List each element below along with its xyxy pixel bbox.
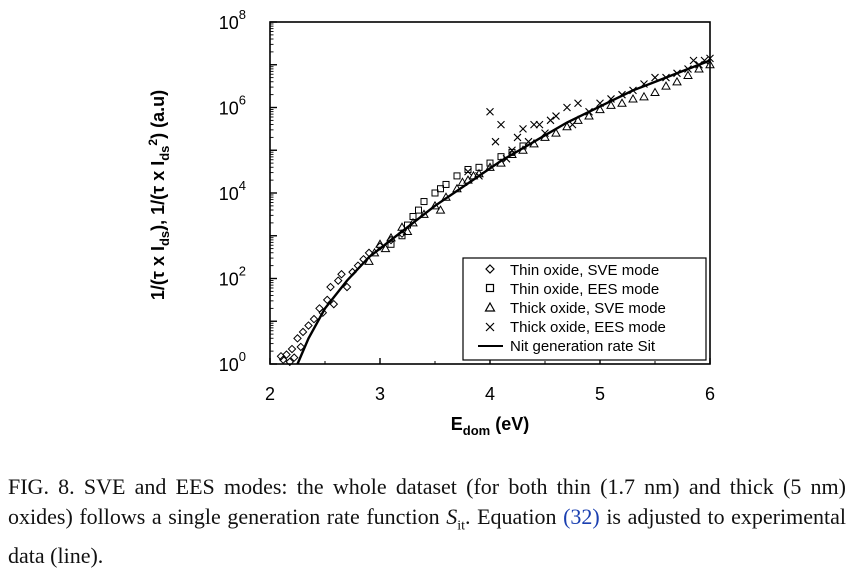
legend-marker-cross <box>485 322 495 332</box>
y-tick-label: 104 <box>219 178 246 204</box>
legend-label-fit: Nit generation rate Sit <box>510 338 656 355</box>
y-axis-label: 1/(τ x Ids), 1/(τ x Ids2) (a.u) <box>146 90 172 300</box>
data-point-diamond <box>304 321 313 330</box>
legend-marker-triangle <box>484 301 496 312</box>
data-point-cross <box>486 107 494 116</box>
equation-link[interactable]: (32) <box>563 504 600 529</box>
y-axis: 100 102 104 106 108 <box>219 7 277 375</box>
data-point-triangle <box>628 93 638 103</box>
data-point-cross <box>689 56 698 65</box>
x-tick-label: 2 <box>265 384 275 404</box>
data-point-triangle <box>650 87 660 97</box>
legend-box <box>462 257 707 361</box>
data-point-diamond <box>322 295 332 305</box>
data-point-cross <box>552 112 560 120</box>
data-point-triangle <box>435 205 446 214</box>
data-point-triangle <box>606 100 616 109</box>
data-point-square <box>431 189 439 197</box>
data-point-square <box>442 180 450 188</box>
legend-label-thin-ees: Thin oxide, EES mode <box>510 281 659 298</box>
chart: 2 3 4 5 6 100 102 104 106 108 Edom (eV) 1/(τ x I… <box>146 7 715 438</box>
data-point-square <box>464 165 472 173</box>
data-point-triangle <box>683 70 693 79</box>
data-point-diamond <box>326 282 335 292</box>
fit-curve <box>296 59 711 365</box>
data-point-square <box>453 172 461 180</box>
y-tick-label: 108 <box>219 7 246 33</box>
legend: Thin oxide, SVE mode Thin oxide, EES mod… <box>462 257 707 361</box>
data-point-triangle <box>617 98 627 107</box>
data-point-cross <box>464 167 472 176</box>
data-point-cross <box>519 124 527 133</box>
data-point-diamond <box>298 327 308 337</box>
y-tick-label: 102 <box>219 264 246 290</box>
data-point-triangle <box>551 128 561 137</box>
legend-marker-square <box>485 283 495 293</box>
data-point-square <box>415 206 422 214</box>
data-point-diamond <box>337 269 346 279</box>
y-tick-label: 100 <box>219 349 246 375</box>
data-point-diamond <box>285 357 295 367</box>
data-point-diamond <box>293 334 302 343</box>
legend-label-thin-sve: Thin oxide, SVE mode <box>510 262 659 279</box>
legend-marker-diamond <box>485 264 495 274</box>
data-point-square <box>486 159 494 167</box>
data-point-square <box>437 185 444 193</box>
data-point-diamond <box>318 308 328 318</box>
x-tick-label: 5 <box>595 384 605 404</box>
x-tick-label: 3 <box>375 384 385 404</box>
data-point-cross <box>513 133 522 142</box>
x-tick-label: 6 <box>705 384 715 404</box>
data-point-cross <box>574 99 582 108</box>
data-point-cross <box>530 120 538 129</box>
data-point-triangle <box>562 121 572 131</box>
data-point-triangle <box>595 104 605 114</box>
data-point-cross <box>563 103 571 112</box>
legend-label-thick-ees: Thick oxide, EES mode <box>510 319 666 336</box>
data-point-cross <box>491 137 500 146</box>
data-point-diamond <box>282 350 291 359</box>
x-axis: 2 3 4 5 6 <box>265 358 715 404</box>
data-point-diamond <box>296 342 306 352</box>
data-point-square <box>420 198 428 206</box>
data-point-diamond <box>289 353 299 362</box>
data-point-triangle <box>661 81 671 90</box>
data-point-diamond <box>342 282 352 292</box>
data-point-diamond <box>287 344 297 354</box>
data-point-diamond <box>309 314 319 324</box>
data-point-diamond <box>315 304 324 313</box>
x-axis-label: Edom (eV) <box>451 414 529 438</box>
data-point-diamond <box>333 276 343 285</box>
data-point-diamond <box>329 299 339 309</box>
data-point-triangle <box>380 243 391 253</box>
data-point-triangle <box>573 115 583 124</box>
data-point-triangle <box>672 76 682 86</box>
legend-label-thick-sve: Thick oxide, SVE mode <box>510 300 666 317</box>
y-tick-label: 106 <box>219 93 246 119</box>
data-point-triangle <box>402 226 413 235</box>
figure-caption: FIG. 8. SVE and EES modes: the whole dat… <box>8 474 846 569</box>
data-point-cross <box>497 120 505 129</box>
data-point-cross <box>546 116 555 125</box>
data-point-triangle <box>584 111 594 120</box>
data-point-cross <box>535 120 544 129</box>
x-tick-label: 4 <box>485 384 495 404</box>
data-point-triangle <box>639 91 649 101</box>
data-point-triangle <box>694 64 704 73</box>
